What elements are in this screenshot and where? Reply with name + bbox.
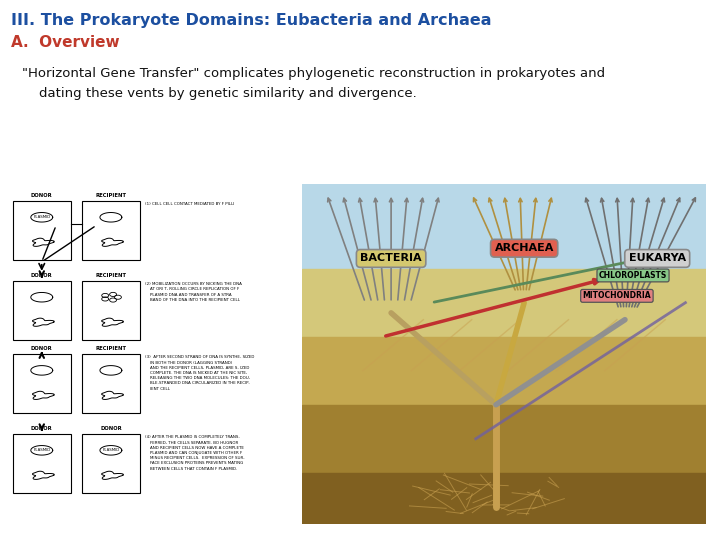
- Text: DONOR: DONOR: [31, 193, 53, 198]
- FancyBboxPatch shape: [82, 200, 140, 260]
- Text: (3)  AFTER SECOND STRAND OF DNA IS SYNTHE- SIZED
    IN BOTH THE DONOR (LAGGING : (3) AFTER SECOND STRAND OF DNA IS SYNTHE…: [145, 355, 255, 390]
- FancyBboxPatch shape: [13, 434, 71, 493]
- Text: "Horizontal Gene Transfer" complicates phylogenetic reconstruction in prokaryote: "Horizontal Gene Transfer" complicates p…: [22, 68, 605, 80]
- FancyBboxPatch shape: [82, 434, 140, 493]
- FancyBboxPatch shape: [82, 281, 140, 340]
- Text: (2) MOBILIZATION OCCURS BY NICKING THE DNA
    AT ORI T, ROLLING CIRCLE REPLICAT: (2) MOBILIZATION OCCURS BY NICKING THE D…: [145, 282, 243, 302]
- Text: (1) CELL CELL CONTACT MEDIATED BY F PILLI: (1) CELL CELL CONTACT MEDIATED BY F PILL…: [145, 202, 235, 206]
- Text: RECIPIENT: RECIPIENT: [95, 273, 127, 278]
- Text: A.  Overview: A. Overview: [11, 35, 120, 50]
- Bar: [302, 337, 706, 405]
- FancyBboxPatch shape: [82, 354, 140, 413]
- Text: DONOR: DONOR: [31, 273, 53, 278]
- Bar: [302, 473, 706, 524]
- Text: BACTERIA: BACTERIA: [360, 253, 422, 264]
- Text: CHLOROPLASTS: CHLOROPLASTS: [599, 271, 667, 280]
- Text: MITOCHONDRIA: MITOCHONDRIA: [582, 292, 651, 300]
- Text: III. The Prokaryote Domains: Eubacteria and Archaea: III. The Prokaryote Domains: Eubacteria …: [11, 14, 491, 29]
- Text: (4) AFTER THE PLASMID IS COMPLETELY TRANS-
    FERRED, THE CELLS SEPARATE. BO HU: (4) AFTER THE PLASMID IS COMPLETELY TRAN…: [145, 435, 245, 470]
- Text: RECIPIENT: RECIPIENT: [95, 193, 127, 198]
- Text: RECIPIENT: RECIPIENT: [95, 346, 127, 351]
- Text: PLASMID: PLASMID: [102, 448, 120, 453]
- Bar: [302, 405, 706, 473]
- Text: DONOR: DONOR: [31, 346, 53, 351]
- FancyBboxPatch shape: [13, 281, 71, 340]
- Text: ARCHAEA: ARCHAEA: [495, 243, 554, 253]
- FancyBboxPatch shape: [13, 200, 71, 260]
- Text: DONOR: DONOR: [31, 426, 53, 431]
- Text: EUKARYA: EUKARYA: [629, 253, 685, 264]
- Text: dating these vents by genetic similarity and divergence.: dating these vents by genetic similarity…: [22, 87, 416, 100]
- Text: DONOR: DONOR: [100, 426, 122, 431]
- Text: PLASMID: PLASMID: [33, 448, 50, 453]
- FancyBboxPatch shape: [13, 354, 71, 413]
- Bar: [302, 184, 706, 268]
- Text: PLASMID: PLASMID: [33, 215, 50, 219]
- Bar: [302, 268, 706, 337]
